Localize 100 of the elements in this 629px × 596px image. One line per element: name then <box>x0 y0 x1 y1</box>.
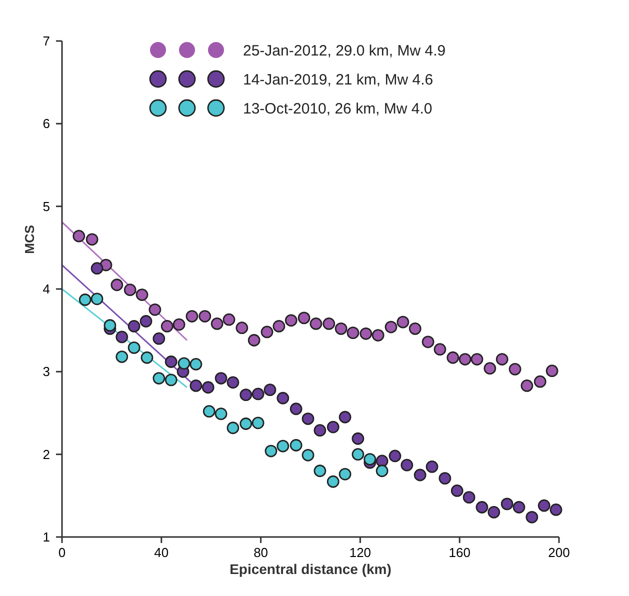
point <box>190 380 202 392</box>
point <box>314 464 326 478</box>
point <box>124 284 136 296</box>
point <box>458 353 472 366</box>
point <box>546 364 558 378</box>
point <box>408 322 422 335</box>
point <box>164 374 178 386</box>
point <box>326 475 340 488</box>
point <box>302 412 314 425</box>
point <box>198 310 212 322</box>
point <box>376 454 388 468</box>
point <box>426 460 438 473</box>
point <box>272 320 286 332</box>
point <box>104 319 116 332</box>
point <box>152 332 166 345</box>
legend-label: 14-Jan-2019, 21 km, Mw 4.6 <box>243 71 434 88</box>
point <box>136 288 148 301</box>
point <box>178 357 190 370</box>
point <box>438 472 452 485</box>
x-tick-label: 200 <box>548 545 570 560</box>
point <box>264 384 276 396</box>
point <box>334 322 348 335</box>
point <box>352 448 364 461</box>
point <box>388 450 402 462</box>
point <box>148 303 162 316</box>
point <box>202 405 216 418</box>
point <box>338 410 352 424</box>
point <box>214 372 228 384</box>
point <box>526 510 538 524</box>
point <box>264 444 278 458</box>
point <box>140 351 154 364</box>
point <box>214 408 228 420</box>
point <box>422 336 434 348</box>
y-tick-label: 3 <box>42 364 50 380</box>
point <box>202 381 214 394</box>
point <box>534 375 546 388</box>
point <box>290 439 302 452</box>
point <box>500 498 514 510</box>
point <box>338 468 352 480</box>
point <box>140 315 152 328</box>
point <box>450 484 464 497</box>
x-axis-title: Epicentral distance (km) <box>230 561 392 577</box>
point <box>290 402 302 416</box>
y-tick-label: 5 <box>42 198 50 214</box>
point <box>164 356 178 368</box>
point <box>538 499 550 512</box>
point <box>90 262 104 275</box>
point <box>284 314 298 327</box>
point <box>352 432 364 445</box>
point <box>260 326 274 338</box>
point <box>240 418 252 430</box>
legend-label: 13-Oct-2010, 26 km, Mw 4.0 <box>243 100 432 118</box>
point <box>72 230 86 242</box>
point <box>462 491 476 504</box>
point <box>484 362 496 375</box>
point <box>222 313 236 326</box>
point <box>372 329 384 342</box>
point <box>434 343 446 356</box>
y-tick-label: 4 <box>42 282 50 297</box>
point <box>186 310 198 322</box>
point <box>160 320 174 332</box>
point <box>302 448 314 462</box>
y-tick-label: 1 <box>42 530 50 545</box>
point <box>470 353 484 366</box>
point <box>346 326 360 340</box>
point <box>240 388 252 402</box>
point <box>86 233 98 246</box>
point <box>172 318 186 331</box>
point <box>276 440 290 452</box>
point <box>400 458 414 472</box>
y-tick-label: 7 <box>42 34 50 49</box>
point <box>152 372 166 384</box>
point <box>360 327 372 340</box>
point <box>276 392 290 404</box>
point <box>496 353 508 366</box>
point <box>414 468 426 482</box>
point <box>128 341 140 354</box>
point <box>236 322 248 334</box>
point <box>322 318 336 330</box>
point <box>78 294 92 306</box>
point <box>298 312 310 324</box>
point <box>248 334 260 346</box>
x-tick-label: 80 <box>254 545 268 560</box>
point <box>326 420 340 434</box>
y-axis-title: MCS <box>22 224 37 254</box>
point <box>364 453 376 466</box>
point <box>488 506 500 518</box>
point <box>314 424 326 437</box>
point <box>116 330 128 344</box>
point <box>116 350 128 363</box>
point <box>550 504 562 516</box>
point <box>384 320 398 334</box>
point <box>252 416 264 430</box>
point <box>508 362 522 376</box>
point <box>446 351 460 364</box>
point <box>210 318 224 330</box>
point <box>376 464 388 478</box>
point <box>252 388 264 400</box>
point <box>476 501 488 514</box>
point <box>226 376 240 389</box>
